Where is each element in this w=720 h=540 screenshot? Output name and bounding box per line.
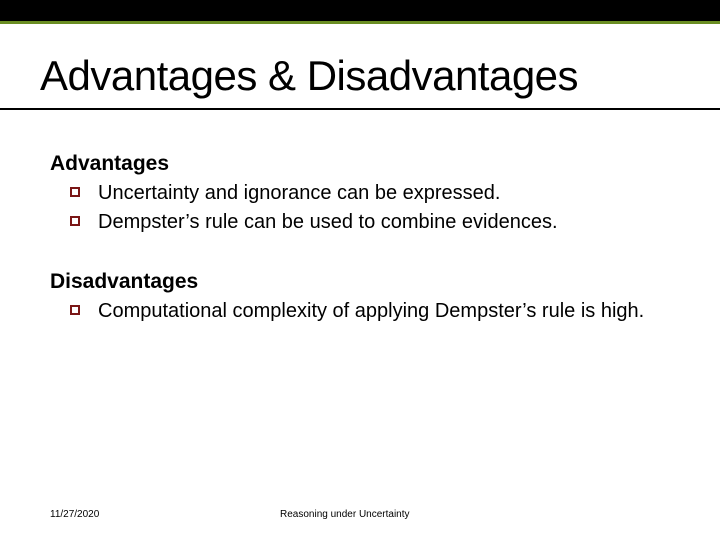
square-bullet-icon xyxy=(70,305,80,315)
bullet-text: Computational complexity of applying Dem… xyxy=(98,298,644,325)
top-accent-bar xyxy=(0,0,720,24)
footer-topic: Reasoning under Uncertainty xyxy=(280,509,410,520)
title-word-1: Advantages xyxy=(40,52,257,99)
section-heading-disadvantages: Disadvantages xyxy=(50,270,670,294)
square-bullet-icon xyxy=(70,187,80,197)
section-heading-advantages: Advantages xyxy=(50,152,670,176)
footer: 11/27/2020 Reasoning under Uncertainty xyxy=(0,509,720,520)
slide-title: Advantages & Disadvantages xyxy=(40,52,680,100)
list-item: Computational complexity of applying Dem… xyxy=(50,298,670,325)
bullet-list-disadvantages: Computational complexity of applying Dem… xyxy=(50,298,670,325)
bullet-list-advantages: Uncertainty and ignorance can be express… xyxy=(50,180,670,236)
list-item: Uncertainty and ignorance can be express… xyxy=(50,180,670,207)
list-item: Dempster’s rule can be used to combine e… xyxy=(50,209,670,236)
bullet-text: Uncertainty and ignorance can be express… xyxy=(98,180,500,207)
footer-date: 11/27/2020 xyxy=(0,509,280,520)
title-region: Advantages & Disadvantages xyxy=(0,24,720,110)
bullet-text: Dempster’s rule can be used to combine e… xyxy=(98,209,558,236)
square-bullet-icon xyxy=(70,216,80,226)
title-word-2: Disadvantages xyxy=(307,52,578,99)
title-ampersand: & xyxy=(268,52,296,99)
content-region: Advantages Uncertainty and ignorance can… xyxy=(0,110,720,325)
